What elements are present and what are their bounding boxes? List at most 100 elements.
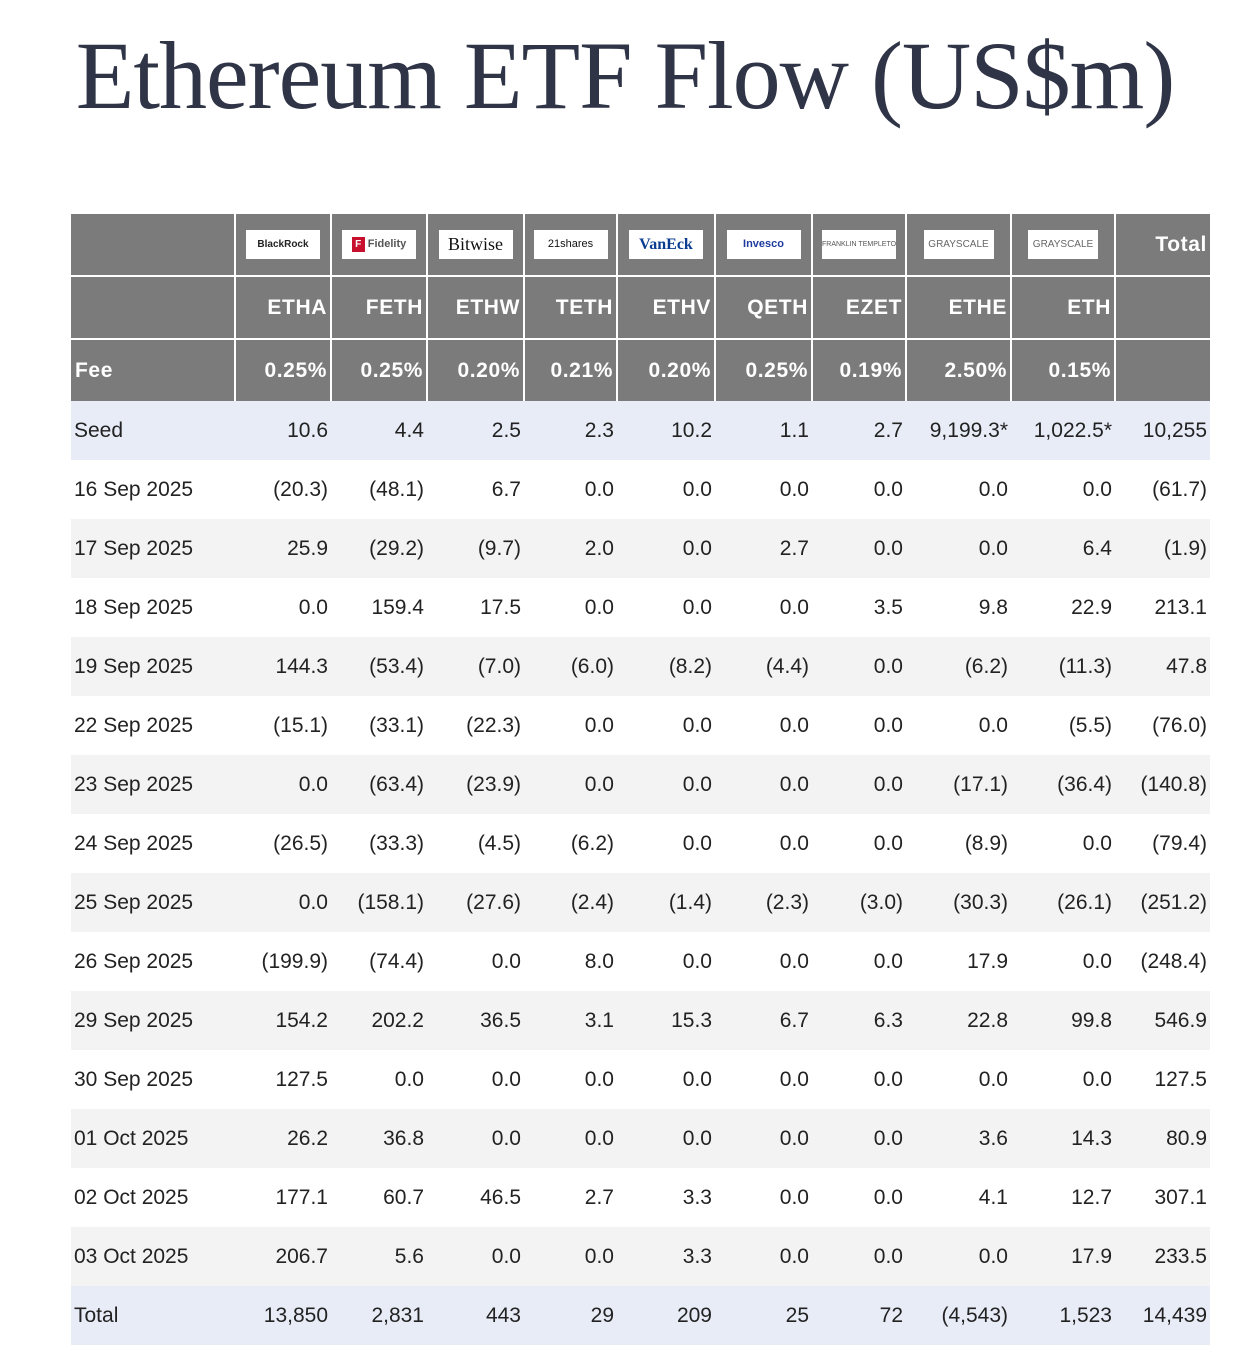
table-cell: 9.8 xyxy=(978,595,1008,619)
row-label: 18 Sep 2025 xyxy=(74,595,194,619)
table-cell: (26.5) xyxy=(273,831,328,855)
table-cell: 9,199.3* xyxy=(906,401,1011,460)
header-row-tickers: ETHA FETH ETHW TETH ETHV QETH EZET ETHE … xyxy=(71,275,1210,339)
table-cell: 0.0 xyxy=(235,755,331,814)
table-cell: 17.5 xyxy=(480,595,521,619)
table-cell: 3.5 xyxy=(873,595,903,619)
table-cell: 0.0 xyxy=(812,1109,906,1168)
grayscale-logo: GRAYSCALE xyxy=(923,230,994,259)
table-cell: 22.8 xyxy=(906,991,1011,1050)
row-label: 16 Sep 2025 xyxy=(74,477,194,501)
table-cell: 29 xyxy=(524,1286,617,1345)
row-label: 02 Oct 2025 xyxy=(74,1185,189,1209)
franklin-templeton-logo: FRANKLIN TEMPLETON xyxy=(822,230,896,259)
table-cell: (4.4) xyxy=(715,637,812,696)
table-cell: 0.0 xyxy=(779,1067,809,1091)
table-cell: 3.6 xyxy=(906,1109,1011,1168)
table-cell: 5.6 xyxy=(331,1227,427,1286)
table-cell: 127.5 xyxy=(275,1067,328,1091)
table-cell: 0.0 xyxy=(812,1227,906,1286)
table-cell: 0.0 xyxy=(491,949,521,973)
ticker-header: ETHA xyxy=(234,275,331,339)
table-cell: 0.0 xyxy=(617,1109,715,1168)
table-cell: 0.0 xyxy=(298,595,328,619)
table-cell: 36.8 xyxy=(331,1109,427,1168)
table-cell: 80.9 xyxy=(1115,1109,1210,1168)
table-cell: (23.9) xyxy=(427,755,524,814)
row-label: 01 Oct 2025 xyxy=(71,1109,235,1168)
table-cell: 0.0 xyxy=(1082,949,1112,973)
table-cell: 10.2 xyxy=(617,401,715,460)
table-row: 01 Oct 2025 26.2 36.8 0.0 0.0 0.0 0.0 0.0 3.6 14.… xyxy=(71,1109,1210,1168)
table-cell: 0.0 xyxy=(584,1067,614,1091)
table-cell: 3.3 xyxy=(617,1227,715,1286)
table-cell: 0.0 xyxy=(617,755,715,814)
table-cell: (5.5) xyxy=(1068,713,1112,737)
header-blank-cell xyxy=(71,275,235,339)
table-cell: 307.1 xyxy=(1154,1185,1207,1209)
table-cell: 0.0 xyxy=(1082,477,1112,501)
table-cell: 0.0 xyxy=(978,477,1008,501)
table-cell: 233.5 xyxy=(1115,1227,1210,1286)
fee-header: 0.20% xyxy=(426,338,524,401)
table-cell: 0.0 xyxy=(394,1067,424,1091)
seed-row: Seed 10.6 4.4 2.5 2.3 10.2 1.1 2.7 9,199.3* 1,022… xyxy=(71,401,1210,460)
table-cell: 1,523 xyxy=(1011,1286,1115,1345)
table-row: 18 Sep 2025 0.0 159.4 17.5 0.0 0.0 0.0 3.5 9.8 22… xyxy=(71,578,1210,637)
row-label: 17 Sep 2025 xyxy=(71,519,235,578)
table-cell: 0.0 xyxy=(715,1109,812,1168)
table-cell: 72 xyxy=(812,1286,906,1345)
bitwise-logo: Bitwise xyxy=(438,230,513,259)
table-row: 29 Sep 2025 154.2 202.2 36.5 3.1 15.3 6.7 6.3 22… xyxy=(71,991,1210,1050)
total-header: Total xyxy=(1114,214,1210,276)
table-cell: 0.0 xyxy=(779,713,809,737)
table-cell: 159.4 xyxy=(371,595,424,619)
row-label: 26 Sep 2025 xyxy=(74,949,194,973)
table-cell: 17.9 xyxy=(1011,1227,1115,1286)
fidelity-logo-text: Fidelity xyxy=(367,238,407,250)
table-cell: (6.0) xyxy=(524,637,617,696)
table-cell: (33.1) xyxy=(369,713,424,737)
table-cell: (33.3) xyxy=(369,831,424,855)
table-cell: 144.3 xyxy=(235,637,331,696)
table-cell: (8.9) xyxy=(964,831,1008,855)
table-cell: 0.0 xyxy=(682,477,712,501)
total-row: Total 13,850 2,831 443 29 209 25 72 (4,543) 1,523… xyxy=(71,1286,1210,1345)
table-cell: (26.1) xyxy=(1011,873,1115,932)
table-cell: 0.0 xyxy=(812,755,906,814)
table-cell: 2.7 xyxy=(715,519,812,578)
fee-header: 0.19% xyxy=(811,338,906,401)
table-cell: (27.6) xyxy=(427,873,524,932)
table-cell: 0.0 xyxy=(427,1109,524,1168)
table-cell: 1.1 xyxy=(715,401,812,460)
table-cell: 0.0 xyxy=(427,1227,524,1286)
table-cell: 0.0 xyxy=(235,873,331,932)
table-cell: 15.3 xyxy=(617,991,715,1050)
table-row: 02 Oct 2025 177.1 60.7 46.5 2.7 3.3 0.0 0.0 4.1 1… xyxy=(71,1168,1210,1227)
table-cell: 0.0 xyxy=(524,1109,617,1168)
table-cell: 206.7 xyxy=(235,1227,331,1286)
table-cell: (30.3) xyxy=(906,873,1011,932)
table-cell: (2.3) xyxy=(715,873,812,932)
table-cell: 0.0 xyxy=(779,1185,809,1209)
table-cell: 0.0 xyxy=(715,755,812,814)
table-cell: (4.5) xyxy=(477,831,521,855)
table-row: 30 Sep 2025 127.5 0.0 0.0 0.0 0.0 0.0 0.0 0.0 0.0… xyxy=(71,1050,1210,1109)
table-cell: 209 xyxy=(617,1286,715,1345)
row-label: 29 Sep 2025 xyxy=(71,991,235,1050)
table-cell: (6.2) xyxy=(570,831,614,855)
header-blank-cell xyxy=(1114,338,1210,401)
fee-header: 0.15% xyxy=(1010,338,1115,401)
table-cell: (20.3) xyxy=(273,477,328,501)
header-blank-cell xyxy=(1114,275,1210,339)
table-cell: (4,543) xyxy=(906,1286,1011,1345)
table-cell: 14,439 xyxy=(1115,1286,1210,1345)
table-cell: 4.4 xyxy=(331,401,427,460)
ticker-header: TETH xyxy=(523,275,617,339)
table-row: 19 Sep 2025 144.3 (53.4) (7.0) (6.0) (8.2) (4.… xyxy=(71,637,1210,696)
table-cell: (48.1) xyxy=(369,477,424,501)
table-cell: 0.0 xyxy=(873,713,903,737)
table-cell: (11.3) xyxy=(1011,637,1115,696)
table-cell: 0.0 xyxy=(779,477,809,501)
table-row: 25 Sep 2025 0.0 (158.1) (27.6) (2.4) (1.4) (2.… xyxy=(71,873,1210,932)
